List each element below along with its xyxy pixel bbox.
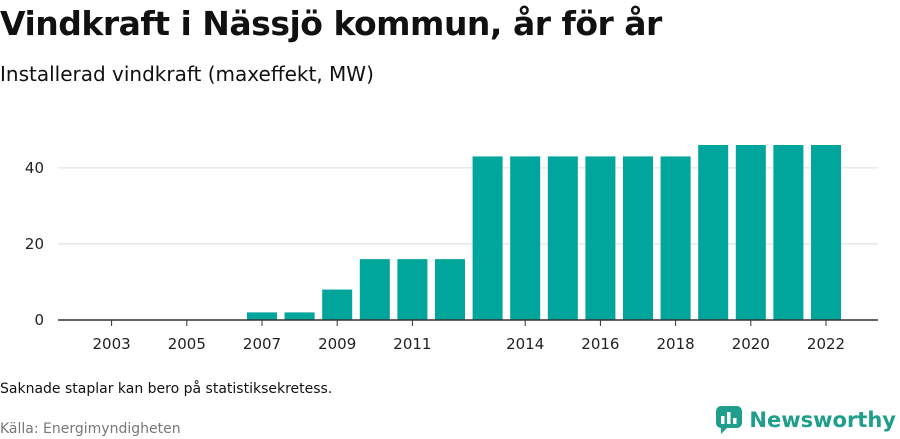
newsworthy-brand[interactable]: Newsworthy — [715, 405, 896, 435]
x-tick-label: 2011 — [393, 335, 431, 353]
x-axis-labels: 2003 2005 2007 2009 2011 2014 2016 2018 2020 2022 — [93, 335, 846, 353]
y-tick-label: 20 — [25, 235, 44, 253]
y-tick-label: 40 — [25, 159, 44, 177]
bar-2011[interactable] — [397, 259, 428, 320]
x-tick-label: 2005 — [168, 335, 206, 353]
bar-2008[interactable] — [284, 312, 315, 320]
y-tick-label: 0 — [34, 311, 44, 329]
bar-2015[interactable] — [547, 156, 578, 320]
chart-title: Vindkraft i Nässjö kommun, år för år — [0, 4, 662, 43]
newsworthy-logo-icon — [716, 406, 743, 434]
bar-2013[interactable] — [472, 156, 503, 320]
x-tick-label: 2016 — [581, 335, 619, 353]
bar-2007[interactable] — [247, 312, 277, 320]
y-axis-labels: 0 20 40 — [25, 159, 44, 329]
x-tick-label: 2007 — [243, 335, 281, 353]
x-tick-label: 2022 — [807, 335, 845, 353]
bar-2021[interactable] — [773, 145, 804, 320]
brand-name: Newsworthy — [749, 408, 896, 432]
source-text: Källa: Energimyndigheten — [0, 421, 181, 437]
bar-2010[interactable] — [359, 259, 390, 320]
bar-2016[interactable] — [585, 156, 616, 320]
bar-2018[interactable] — [660, 156, 691, 320]
x-tick-label: 2018 — [657, 335, 695, 353]
x-tick-label: 2014 — [506, 335, 544, 353]
bar-2022[interactable] — [811, 145, 841, 320]
footnote: Saknade staplar kan bero på statistiksek… — [0, 381, 333, 397]
x-tick-label: 2003 — [93, 335, 131, 353]
bar-2009[interactable] — [322, 289, 353, 320]
bar-2019[interactable] — [698, 145, 729, 320]
x-tick-label: 2020 — [732, 335, 770, 353]
bars — [247, 145, 841, 320]
bar-2017[interactable] — [623, 156, 653, 320]
bar-2020[interactable] — [735, 145, 766, 320]
bar-2014[interactable] — [510, 156, 541, 320]
x-axis — [58, 319, 878, 326]
bar-2012[interactable] — [435, 259, 465, 320]
x-tick-label: 2009 — [318, 335, 356, 353]
chart-subtitle: Installerad vindkraft (maxeffekt, MW) — [0, 62, 374, 86]
